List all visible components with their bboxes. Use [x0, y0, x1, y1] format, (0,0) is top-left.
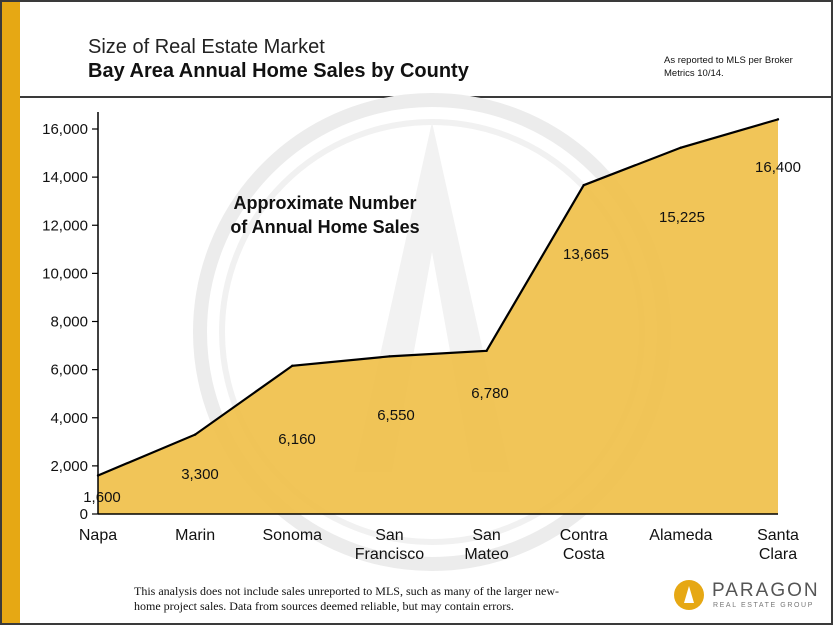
data-point	[679, 146, 683, 149]
data-point	[193, 433, 197, 436]
data-label: 1,600	[83, 489, 121, 506]
data-point	[582, 183, 585, 187]
x-tick-label: Sonoma	[262, 527, 322, 544]
x-tick-label: Napa	[79, 527, 117, 544]
y-tick-label: 2,000	[50, 458, 88, 475]
x-tick-label: Mateo	[464, 546, 509, 563]
x-tick-label: Clara	[759, 546, 797, 563]
x-tick-label: Marin	[175, 527, 215, 544]
paragon-logo-icon	[674, 580, 704, 610]
y-tick-label: 16,000	[42, 121, 88, 138]
data-label: 6,780	[471, 385, 509, 402]
x-tick-label: San	[472, 527, 500, 544]
y-tick-label: 0	[80, 506, 88, 523]
data-label: 15,225	[659, 209, 705, 226]
data-point	[291, 364, 294, 367]
data-label: 6,160	[278, 431, 316, 448]
data-label: 16,400	[755, 159, 801, 176]
x-tick-label: Costa	[563, 546, 605, 563]
y-tick-label: 4,000	[50, 410, 88, 427]
data-point	[388, 355, 391, 358]
logo-tagline: REAL ESTATE GROUP	[713, 602, 814, 609]
x-tick-label: Santa	[757, 527, 799, 544]
chart-annotation: Approximate Number	[233, 193, 416, 213]
y-tick-label: 10,000	[42, 265, 88, 282]
y-tick-label: 12,000	[42, 217, 88, 234]
area-fill	[98, 119, 778, 514]
data-label: 13,665	[563, 246, 609, 263]
footnote: This analysis does not include sales unr…	[134, 584, 694, 614]
x-tick-label: Francisco	[355, 546, 424, 563]
accent-side-bar	[2, 2, 20, 623]
chart-annotation: of Annual Home Sales	[230, 217, 419, 237]
footnote-line-1: This analysis does not include sales unr…	[134, 584, 560, 598]
footnote-line-2: home project sales. Data from sources de…	[134, 599, 514, 613]
data-label: 6,550	[377, 407, 415, 424]
data-point	[776, 118, 780, 121]
x-tick-label: Contra	[560, 527, 608, 544]
y-tick-label: 6,000	[50, 362, 88, 379]
data-point	[485, 349, 488, 353]
paragon-logo: PARAGON REAL ESTATE GROUP	[674, 578, 824, 614]
chart-subtitle: Bay Area Annual Home Sales by County	[88, 60, 469, 82]
logo-name: PARAGON	[712, 580, 820, 601]
area-line	[97, 118, 779, 477]
data-label: 3,300	[181, 466, 219, 483]
y-tick-label: 8,000	[50, 314, 88, 331]
x-tick-label: San	[375, 527, 403, 544]
chart-title: Size of Real Estate Market	[88, 36, 325, 58]
y-tick-label: 14,000	[42, 169, 88, 186]
source-note: As reported to MLS per Broker Metrics 10…	[664, 55, 793, 79]
x-tick-label: Alameda	[649, 527, 712, 544]
